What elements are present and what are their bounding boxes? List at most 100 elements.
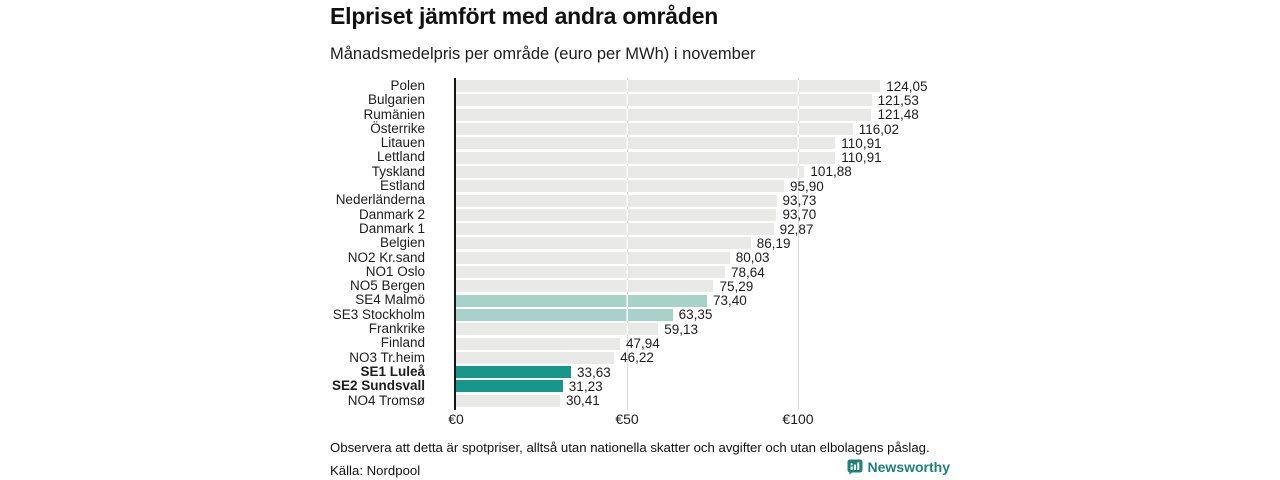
category-label: Österrike: [370, 120, 425, 136]
category-label: Bulgarien: [367, 92, 425, 108]
bar-zone: 110,91: [456, 150, 950, 165]
bar-rows: Polen 124,05 Bulgarien 121,53 Rumänien 121,48…: [330, 78, 950, 408]
bar: [456, 308, 673, 321]
category-label: SE2 Sundsvall: [331, 378, 425, 394]
bar-row: NO3 Tr.heim 46,22: [330, 349, 950, 365]
bar-row: Litauen 110,91: [330, 135, 950, 151]
category-label: Litauen: [380, 135, 425, 151]
bar: [456, 223, 774, 236]
bar-zone: 93,73: [456, 193, 950, 208]
value-label: 116,02: [858, 121, 900, 137]
bar: [456, 80, 881, 93]
value-label: 30,41: [566, 393, 600, 409]
category-label: Estland: [379, 178, 425, 194]
newsworthy-logo-icon: [847, 459, 863, 475]
category-label: Finland: [380, 335, 425, 351]
bar-row: Danmark 1 92,87: [330, 220, 950, 237]
bar: [456, 380, 563, 393]
bar: [456, 194, 777, 207]
chart-wrapper: Elpriset jämfört med andra områden Månad…: [330, 0, 950, 480]
bar-zone: 93,70: [456, 207, 950, 222]
category-label: Polen: [390, 78, 425, 93]
bar-row: SE4 Malmö 73,40: [330, 292, 950, 308]
bar-row: Tyskland 101,88: [330, 163, 950, 179]
x-tick-label: €50: [615, 411, 639, 427]
bar-zone: 30,41: [456, 393, 950, 408]
value-label: 75,29: [719, 278, 754, 294]
bar-zone: 86,19: [456, 236, 950, 251]
bar-zone: 31,23: [456, 379, 950, 394]
bar: [456, 323, 659, 336]
source-label: Källa: Nordpool: [330, 463, 421, 478]
value-label: 110,91: [841, 135, 882, 151]
bar-zone: 33,63: [456, 365, 950, 380]
category-label: Tyskland: [371, 163, 425, 179]
bar-zone: 116,02: [456, 122, 950, 137]
x-tick-label: €100: [782, 411, 814, 427]
x-tick-label: €0: [448, 411, 464, 427]
bar-zone: 46,22: [456, 350, 950, 365]
bar-row: Rumänien 121,48: [330, 107, 950, 122]
bar-zone: 59,13: [456, 322, 950, 337]
bar-zone: 78,64: [456, 265, 950, 280]
bar-zone: 121,53: [456, 93, 950, 108]
category-label: NO3 Tr.heim: [349, 349, 425, 365]
chart-subtitle: Månadsmedelpris per område (euro per MWh…: [330, 45, 756, 63]
value-label: 33,63: [577, 364, 611, 380]
bar: [456, 137, 836, 150]
bar-row: NO4 Tromsø 30,41: [330, 393, 950, 408]
value-label: 73,40: [713, 293, 747, 309]
category-label: Nederländerna: [335, 192, 425, 208]
bar-zone: 92,87: [456, 222, 950, 237]
bar-zone: 47,94: [456, 336, 950, 351]
bar-zone: 101,88: [456, 164, 950, 179]
bar-row: Finland 47,94: [330, 335, 950, 351]
category-label: SE4 Malmö: [355, 292, 425, 308]
bar-zone: 121,48: [456, 107, 950, 122]
value-label: 101,88: [810, 164, 852, 180]
category-label: Danmark 1: [358, 220, 425, 236]
bar-row: Belgien 86,19: [330, 235, 950, 251]
value-label: 59,13: [664, 321, 699, 337]
bar-zone: 73,40: [456, 293, 950, 308]
bar: [456, 94, 872, 107]
y-axis-line: [454, 78, 456, 410]
bar: [456, 351, 615, 364]
value-label: 80,03: [735, 250, 770, 266]
category-label: Lettland: [376, 149, 425, 165]
bar-zone: 63,35: [456, 307, 950, 322]
bar: [456, 366, 571, 379]
bar: [456, 123, 853, 136]
value-label: 121,53: [877, 92, 919, 108]
bar-row: Estland 95,90: [330, 178, 950, 194]
value-label: 93,73: [782, 193, 817, 209]
category-label: Belgien: [379, 235, 425, 251]
category-label: SE1 Luleå: [360, 363, 425, 379]
value-label: 78,64: [730, 264, 765, 280]
bar-row: Lettland 110,91: [330, 149, 950, 165]
bar-row: Danmark 2 93,70: [330, 206, 950, 222]
bar-zone: 75,29: [456, 279, 950, 294]
bar-zone: 124,05: [456, 79, 950, 94]
bar: [456, 151, 836, 164]
bar: [456, 180, 784, 193]
category-label: Frankrike: [368, 321, 425, 337]
gridline-100: [798, 78, 799, 410]
bar: [456, 251, 730, 264]
value-label: 124,05: [886, 78, 928, 94]
bar-row: NO2 Kr.sand 80,03: [330, 250, 950, 266]
chart-title: Elpriset jämfört med andra områden: [330, 3, 719, 29]
bar-row: Bulgarien 121,53: [330, 92, 950, 108]
bar: [456, 237, 751, 250]
footnote: Observera att detta är spotpriser, allts…: [330, 440, 930, 455]
value-label: 31,23: [568, 378, 603, 394]
bar: [456, 294, 708, 307]
bar-row: Frankrike 59,13: [330, 321, 950, 337]
newsworthy-brand: Newsworthy: [847, 459, 950, 475]
category-label: Danmark 2: [358, 206, 425, 222]
bar: [456, 208, 777, 221]
value-label: 47,94: [625, 336, 660, 351]
value-label: 110,91: [841, 150, 882, 166]
newsworthy-wordmark: Newsworthy: [867, 459, 950, 475]
